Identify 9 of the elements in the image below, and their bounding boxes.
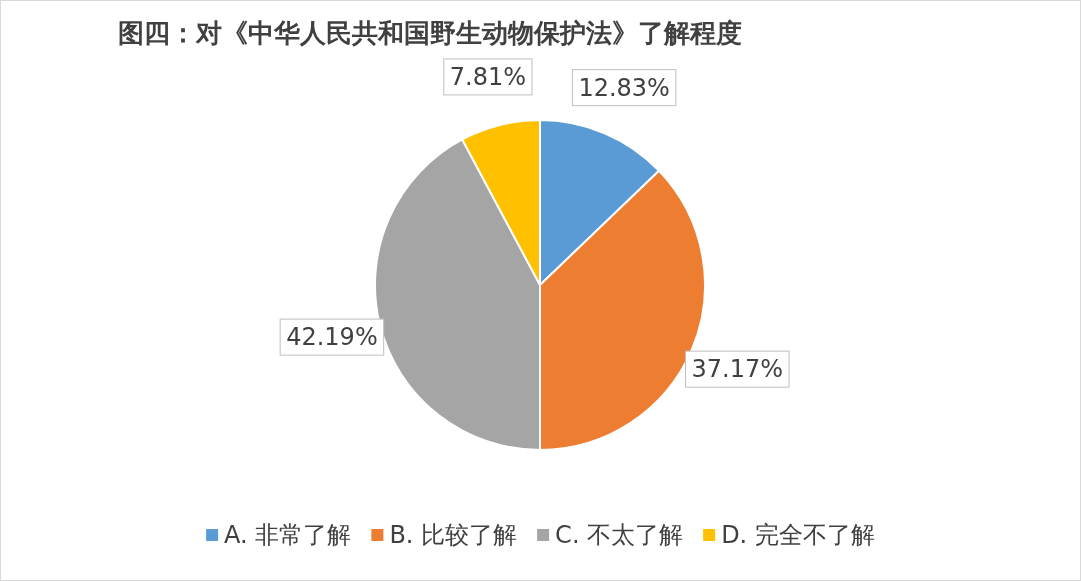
legend-label: A. 非常了解 bbox=[224, 521, 352, 549]
data-label: 37.17% bbox=[691, 355, 784, 384]
legend-label: B. 比较了解 bbox=[389, 521, 518, 549]
data-label: 7.81% bbox=[449, 62, 527, 91]
chart-title: 图四：对《中华人民共和国野生动物保护法》了解程度 bbox=[118, 18, 742, 48]
data-label: 42.19% bbox=[286, 323, 378, 352]
legend-label: C. 不太了解 bbox=[555, 521, 684, 549]
data-label: 12.83% bbox=[578, 73, 670, 102]
legend-label: D. 完全不了解 bbox=[721, 521, 875, 549]
